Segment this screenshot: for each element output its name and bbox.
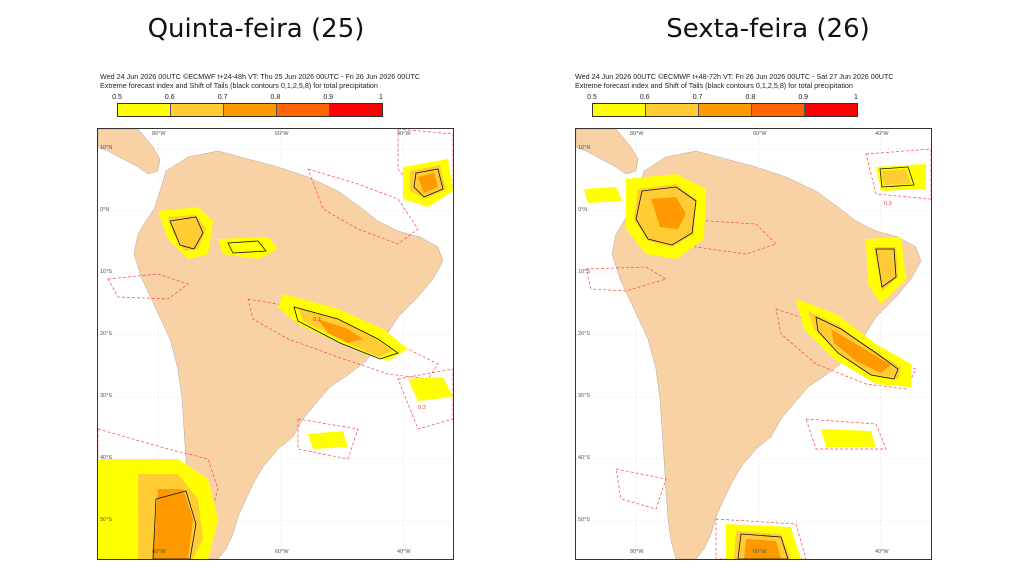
- lon-label: 60°W: [753, 549, 767, 555]
- lon-label: 80°W: [152, 131, 166, 137]
- lon-label: 40°W: [875, 131, 889, 137]
- colorbar-label: 1: [854, 94, 858, 101]
- colorbar-box: [330, 104, 382, 116]
- colorbar-label: 0.7: [692, 94, 703, 101]
- colorbar-label: 0.9: [323, 94, 334, 101]
- colorbar-label: 0.5: [112, 94, 122, 101]
- panel-title: Quinta-feira (25): [147, 14, 365, 44]
- lon-label: 40°W: [397, 131, 411, 137]
- colorbar-label: 0.8: [270, 94, 281, 101]
- sot-contours: [152, 168, 444, 559]
- lat-label: 20°S: [578, 331, 590, 337]
- south-america-landmass: [611, 150, 922, 559]
- lat-label: 0°N: [100, 207, 110, 213]
- efi-shading: [584, 164, 926, 559]
- colorbar-box: [224, 104, 277, 116]
- south-america-landmass: [133, 150, 444, 559]
- colorbar-box: [593, 104, 646, 116]
- header-line-2: Extreme forecast index and Shift of Tail…: [100, 81, 378, 90]
- colorbar-boxes: [592, 103, 858, 117]
- efi-shading: [98, 159, 453, 559]
- colorbar: 0.5 0.6 0.7 0.8 0.9 1: [575, 94, 875, 118]
- lat-label: 10°S: [100, 269, 112, 275]
- contour-label: 0.3: [313, 317, 321, 323]
- colorbar-box: [171, 104, 224, 116]
- lat-label: 0°N: [578, 207, 588, 213]
- lat-label: 30°S: [100, 393, 112, 399]
- lat-label: 10°S: [578, 269, 590, 275]
- contour-label: 0.3: [884, 201, 892, 207]
- map-svg: [98, 129, 453, 559]
- lat-label: 10°N: [578, 145, 591, 151]
- colorbar-box: [646, 104, 699, 116]
- map-header: Wed 24 Jun 2026 00UTC ©ECMWF t+48-72h VT…: [575, 72, 975, 90]
- central-america-landmass: [576, 129, 639, 175]
- header-line-1: Wed 24 Jun 2026 00UTC ©ECMWF t+24-48h VT…: [100, 72, 421, 81]
- colorbar-label: 0.5: [587, 94, 597, 101]
- lon-label: 60°W: [275, 131, 289, 137]
- panel-thursday: Quinta-feira (25) Wed 24 Jun 2026 00UTC …: [97, 14, 500, 560]
- lat-label: 50°S: [100, 517, 112, 523]
- colorbar-label: 0.6: [639, 94, 650, 101]
- colorbar-box: [752, 104, 805, 116]
- lat-label: 10°N: [100, 145, 113, 151]
- colorbar-box: [805, 104, 857, 116]
- panel-title: Sexta-feira (26): [666, 14, 870, 44]
- colorbar-labels: 0.5 0.6 0.7 0.8 0.9 1: [575, 94, 875, 103]
- lat-label: 20°S: [100, 331, 112, 337]
- colorbar-box: [277, 104, 330, 116]
- colorbar-label: 0.6: [164, 94, 175, 101]
- colorbar-labels: 0.5 0.6 0.7 0.8 0.9 1: [100, 94, 400, 103]
- colorbar: 0.5 0.6 0.7 0.8 0.9 1: [100, 94, 400, 118]
- lon-label: 80°W: [630, 549, 644, 555]
- colorbar-label: 0.8: [745, 94, 756, 101]
- colorbar-label: 0.7: [217, 94, 228, 101]
- contour-label: 0.3: [418, 405, 426, 411]
- colorbar-boxes: [117, 103, 383, 117]
- header-line-1: Wed 24 Jun 2026 00UTC ©ECMWF t+48-72h VT…: [575, 72, 894, 81]
- lon-label: 80°W: [152, 549, 166, 555]
- lon-label: 40°W: [875, 549, 889, 555]
- map-svg: [576, 129, 931, 559]
- colorbar-label: 0.9: [798, 94, 809, 101]
- colorbar-box: [699, 104, 752, 116]
- map-header: Wed 24 Jun 2026 00UTC ©ECMWF t+24-48h VT…: [100, 72, 500, 90]
- panel-friday: Sexta-feira (26) Wed 24 Jun 2026 00UTC ©…: [512, 0, 1024, 585]
- lat-label: 50°S: [578, 517, 590, 523]
- lon-label: 40°W: [397, 549, 411, 555]
- colorbar-label: 1: [379, 94, 383, 101]
- efi-map: 10°N 0°N 10°S 20°S 30°S 40°S 50°S 80°W 6…: [575, 128, 932, 560]
- sot-contours: [635, 166, 915, 559]
- lon-label: 60°W: [275, 549, 289, 555]
- lat-label: 30°S: [578, 393, 590, 399]
- lat-label: 40°S: [100, 455, 112, 461]
- lon-label: 60°W: [753, 131, 767, 137]
- central-america-landmass: [98, 129, 161, 175]
- colorbar-box: [118, 104, 171, 116]
- efi-map: 10°N 0°N 10°S 20°S 30°S 40°S 50°S 80°W 6…: [97, 128, 454, 560]
- lon-label: 80°W: [630, 131, 644, 137]
- header-line-2: Extreme forecast index and Shift of Tail…: [575, 81, 853, 90]
- lat-label: 40°S: [578, 455, 590, 461]
